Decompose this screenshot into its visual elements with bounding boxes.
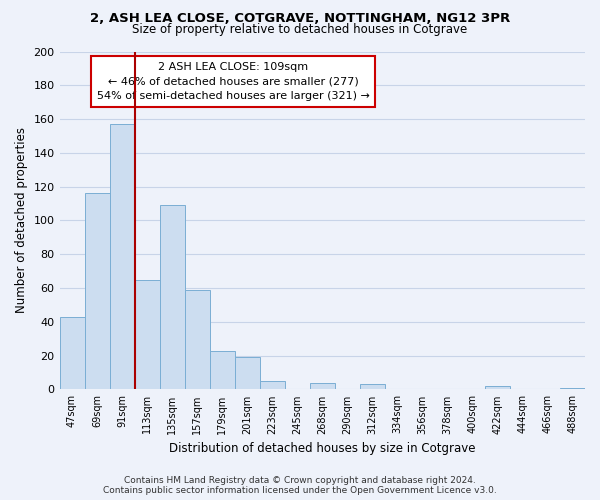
- Bar: [160, 206, 185, 390]
- Bar: [59, 317, 85, 390]
- Text: 2, ASH LEA CLOSE, COTGRAVE, NOTTINGHAM, NG12 3PR: 2, ASH LEA CLOSE, COTGRAVE, NOTTINGHAM, …: [90, 12, 510, 26]
- Text: Contains HM Land Registry data © Crown copyright and database right 2024.
Contai: Contains HM Land Registry data © Crown c…: [103, 476, 497, 495]
- Bar: [310, 382, 335, 390]
- Bar: [235, 358, 260, 390]
- Bar: [260, 381, 285, 390]
- Bar: [185, 290, 209, 390]
- Bar: [110, 124, 134, 390]
- Text: Size of property relative to detached houses in Cotgrave: Size of property relative to detached ho…: [133, 22, 467, 36]
- Y-axis label: Number of detached properties: Number of detached properties: [15, 128, 28, 314]
- Bar: [485, 386, 510, 390]
- X-axis label: Distribution of detached houses by size in Cotgrave: Distribution of detached houses by size …: [169, 442, 476, 455]
- Bar: [85, 194, 110, 390]
- Bar: [560, 388, 585, 390]
- Bar: [134, 280, 160, 390]
- Text: 2 ASH LEA CLOSE: 109sqm
← 46% of detached houses are smaller (277)
54% of semi-d: 2 ASH LEA CLOSE: 109sqm ← 46% of detache…: [97, 62, 370, 101]
- Bar: [209, 350, 235, 390]
- Bar: [360, 384, 385, 390]
